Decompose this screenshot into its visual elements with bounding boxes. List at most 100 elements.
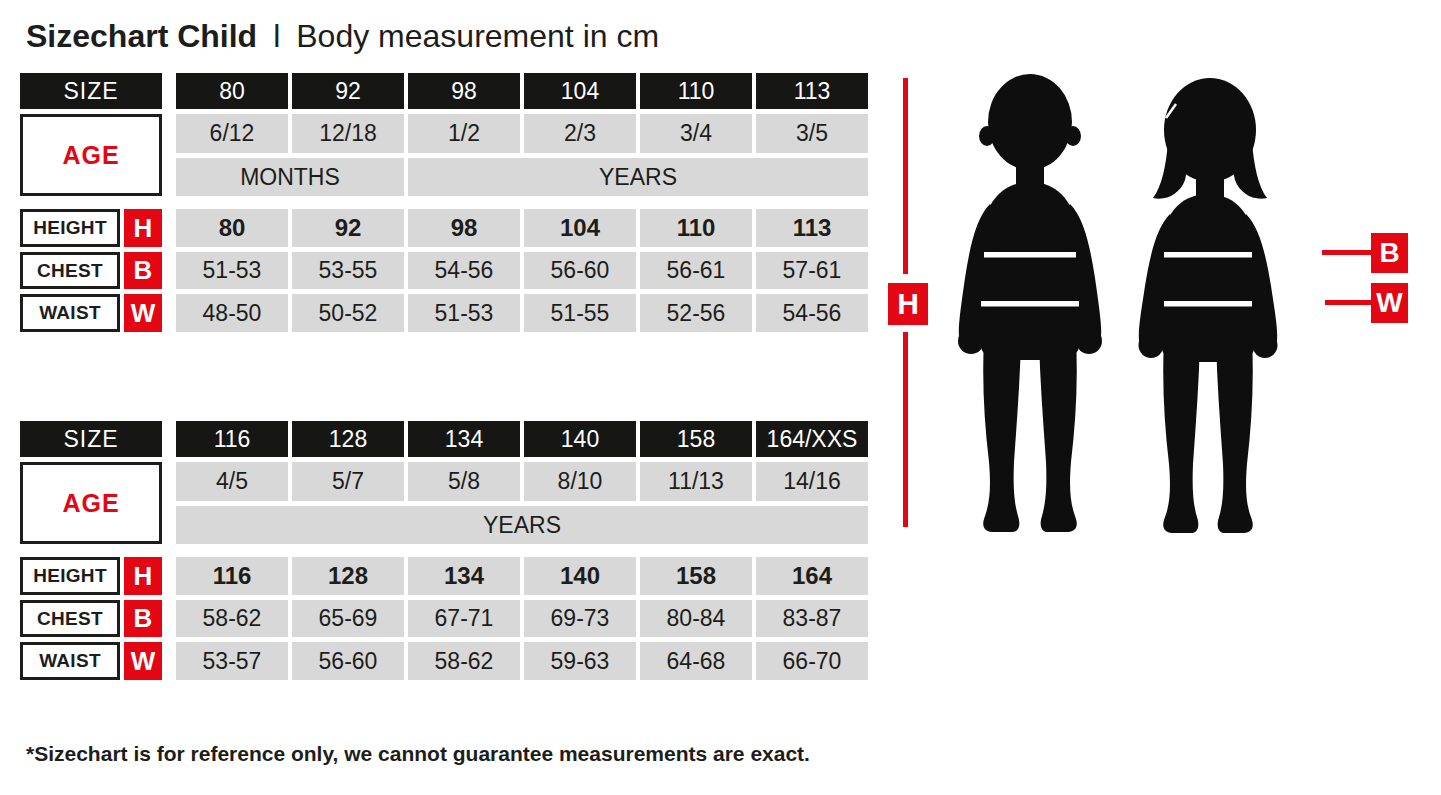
chest-letter-badge: B	[124, 252, 162, 289]
size-cell: 128	[292, 421, 404, 457]
chest-cell: 65-69	[292, 600, 404, 637]
height-cell: 116	[176, 557, 288, 595]
waist-cell: 64-68	[640, 642, 752, 680]
age-cell: 12/18	[292, 114, 404, 153]
waist-label-text: WAIST	[20, 642, 120, 680]
sizechart-page: Sizechart Child l Body measurement in cm S…	[0, 0, 1441, 795]
height-cell: 140	[524, 557, 636, 595]
boy-silhouette	[946, 70, 1114, 537]
waist-cell: 51-53	[408, 294, 520, 332]
age-unit-cell: MONTHS	[176, 158, 404, 196]
chest-cell: 57-61	[756, 252, 868, 289]
waist-cell: 51-55	[524, 294, 636, 332]
chest-row-label: CHESTB	[20, 600, 162, 637]
boy-waist-line	[981, 301, 1079, 307]
age-cell: 2/3	[524, 114, 636, 153]
chest-cell: 58-62	[176, 600, 288, 637]
boy-chest-line	[984, 252, 1076, 258]
height-row-label: HEIGHTH	[20, 557, 162, 595]
height-cell: 110	[640, 209, 752, 247]
chest-label-text: CHEST	[20, 600, 120, 637]
age-cell: 3/5	[756, 114, 868, 153]
chest-cell: 69-73	[524, 600, 636, 637]
age-cell: 5/8	[408, 462, 520, 501]
page-title: Sizechart Child	[26, 18, 257, 54]
height-cell: 113	[756, 209, 868, 247]
waist-label-text: WAIST	[20, 294, 120, 332]
waist-cell: 58-62	[408, 642, 520, 680]
waist-marker-line	[1325, 300, 1371, 305]
waist-cell: 66-70	[756, 642, 868, 680]
girl-hair-parting	[1242, 76, 1253, 92]
size-cell: 164/XXS	[756, 421, 868, 457]
chest-cell: 80-84	[640, 600, 752, 637]
height-cell: 98	[408, 209, 520, 247]
chest-cell: 54-56	[408, 252, 520, 289]
girl-waist-line	[1164, 301, 1252, 307]
waist-letter-badge: W	[124, 294, 162, 332]
sizechart-table-small-sizes: SIZE809298104110113AGE6/1212/181/22/33/4…	[20, 73, 868, 332]
height-row-label: HEIGHTH	[20, 209, 162, 247]
page-subtitle: Body measurement in cm	[296, 18, 659, 54]
waist-cell: 53-57	[176, 642, 288, 680]
height-cell: 80	[176, 209, 288, 247]
height-cell: 92	[292, 209, 404, 247]
height-cell: 164	[756, 557, 868, 595]
age-cell: 5/7	[292, 462, 404, 501]
height-measure-line-bottom	[903, 332, 908, 527]
size-cell: 98	[408, 73, 520, 109]
girl-silhouette	[1124, 76, 1292, 537]
page-header: Sizechart Child l Body measurement in cm	[26, 18, 659, 55]
size-cell: 140	[524, 421, 636, 457]
page-header-title: Sizechart Child l Body measurement in cm	[26, 18, 659, 55]
waist-cell: 56-60	[292, 642, 404, 680]
age-cell: 6/12	[176, 114, 288, 153]
size-cell: 104	[524, 73, 636, 109]
chest-row-label: CHESTB	[20, 252, 162, 289]
age-unit-cell: YEARS	[176, 506, 868, 544]
age-cell: 3/4	[640, 114, 752, 153]
height-letter-badge: H	[124, 209, 162, 247]
waist-cell: 54-56	[756, 294, 868, 332]
age-cell: 1/2	[408, 114, 520, 153]
chest-cell: 83-87	[756, 600, 868, 637]
size-cell: 158	[640, 421, 752, 457]
age-cell: 14/16	[756, 462, 868, 501]
table-0-header-grid: SIZE809298104110113AGE6/1212/181/22/33/4…	[20, 73, 868, 196]
height-cell: 158	[640, 557, 752, 595]
size-cell: 113	[756, 73, 868, 109]
table-1-header-grid: SIZE116128134140158164/XXSAGE4/55/75/88/…	[20, 421, 868, 544]
height-marker-badge: H	[888, 283, 928, 325]
size-row-label: SIZE	[20, 73, 162, 109]
age-cell: 11/13	[640, 462, 752, 501]
footnote: *Sizechart is for reference only, we can…	[26, 742, 810, 766]
waist-row-label: WAISTW	[20, 642, 162, 680]
height-label-text: HEIGHT	[20, 209, 120, 247]
height-cell: 104	[524, 209, 636, 247]
waist-cell: 50-52	[292, 294, 404, 332]
table-0-body-grid: HEIGHTH809298104110113CHESTB51-5353-5554…	[20, 209, 868, 332]
height-cell: 128	[292, 557, 404, 595]
waist-cell: 48-50	[176, 294, 288, 332]
age-cell: 8/10	[524, 462, 636, 501]
age-row-label: AGE	[20, 114, 162, 196]
table-1-body-grid: HEIGHTH116128134140158164CHESTB58-6265-6…	[20, 557, 868, 680]
title-separator: l	[273, 18, 280, 54]
age-row-label: AGE	[20, 462, 162, 544]
chest-cell: 67-71	[408, 600, 520, 637]
waist-row-label: WAISTW	[20, 294, 162, 332]
chest-letter-badge: B	[124, 600, 162, 637]
size-cell: 80	[176, 73, 288, 109]
size-cell: 110	[640, 73, 752, 109]
chest-cell: 51-53	[176, 252, 288, 289]
size-row-label: SIZE	[20, 421, 162, 457]
waist-letter-badge: W	[124, 642, 162, 680]
age-cell: 4/5	[176, 462, 288, 501]
height-label-text: HEIGHT	[20, 557, 120, 595]
chest-marker-line	[1322, 250, 1371, 255]
size-cell: 116	[176, 421, 288, 457]
waist-marker-badge: W	[1371, 283, 1408, 323]
chest-cell: 56-60	[524, 252, 636, 289]
waist-cell: 52-56	[640, 294, 752, 332]
chest-cell: 53-55	[292, 252, 404, 289]
